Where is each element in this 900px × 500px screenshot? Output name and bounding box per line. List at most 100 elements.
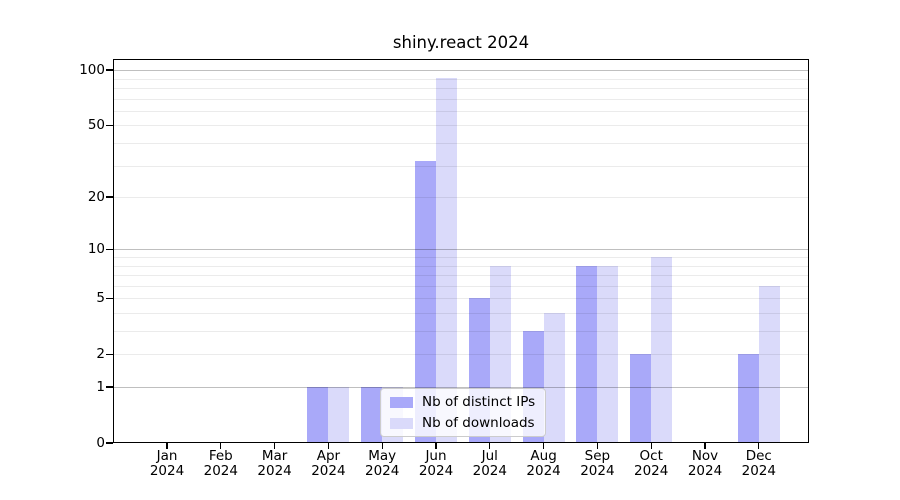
y-tick-mark <box>106 386 113 388</box>
x-tick-month: Jul <box>481 448 498 464</box>
x-tick-mark <box>704 443 706 449</box>
x-tick-mark <box>327 443 330 449</box>
x-tick-label: Jul 2024 <box>458 449 522 479</box>
minor-gridline <box>113 110 809 112</box>
y-tick-label: 10 <box>87 241 105 258</box>
minor-gridline <box>113 78 809 80</box>
bar-nb-of-distinct-ips-oct <box>630 354 652 443</box>
x-tick-mark <box>596 443 599 449</box>
major-gridline <box>113 249 809 251</box>
legend: Nb of distinct IPs Nb of downloads <box>380 388 546 437</box>
legend-swatch-downloads <box>390 417 413 429</box>
x-tick-label: Feb 2024 <box>189 449 253 479</box>
x-tick-year: 2024 <box>526 463 561 479</box>
x-tick-month: Apr <box>316 448 341 464</box>
x-tick-month: Aug <box>530 448 557 464</box>
x-tick-year: 2024 <box>418 463 454 479</box>
x-tick-mark <box>435 443 437 449</box>
x-tick-month: Dec <box>745 448 772 464</box>
x-tick-year: 2024 <box>472 463 507 479</box>
legend-label-distinct-ips: Nb of distinct IPs <box>422 394 536 410</box>
legend-swatch-distinct-ips <box>390 396 413 408</box>
bar-nb-of-distinct-ips-apr <box>307 387 329 443</box>
y-tick-label: 100 <box>79 62 105 79</box>
x-tick-label: Mar 2024 <box>243 449 307 479</box>
minor-gridline <box>113 331 809 332</box>
bar-nb-of-distinct-ips-sep <box>576 265 598 443</box>
x-tick-label: Jun 2024 <box>404 449 468 479</box>
x-tick-mark <box>220 443 222 449</box>
bar-nb-of-downloads-oct <box>651 257 673 443</box>
x-tick-label: Apr 2024 <box>296 449 360 479</box>
x-tick-month: Jun <box>425 448 447 464</box>
minor-gridline <box>113 87 809 89</box>
x-tick-mark <box>166 443 168 449</box>
x-tick-label: Jan 2024 <box>135 449 199 479</box>
x-tick-mark <box>650 443 652 449</box>
x-tick-mark <box>381 443 383 449</box>
legend-item-downloads: Nb of downloads <box>390 415 545 431</box>
major-gridline <box>113 387 809 388</box>
minor-gridline <box>113 197 809 198</box>
y-tick-mark <box>106 442 113 444</box>
x-tick-month: Jan <box>156 448 178 464</box>
x-tick-year: 2024 <box>149 463 185 479</box>
bar-nb-of-downloads-apr <box>328 387 350 443</box>
y-tick-label: 0 <box>96 435 105 451</box>
x-tick-year: 2024 <box>741 463 776 479</box>
x-tick-label: Aug 2024 <box>512 449 576 479</box>
minor-gridline <box>113 98 809 100</box>
minor-gridline <box>113 285 809 287</box>
y-tick-label: 2 <box>96 346 105 363</box>
x-tick-mark <box>542 443 545 449</box>
minor-gridline <box>113 142 809 144</box>
x-tick-year: 2024 <box>687 463 723 479</box>
x-tick-month: Sep <box>584 448 611 464</box>
x-tick-month: May <box>368 448 397 464</box>
plot-border <box>113 59 809 443</box>
x-tick-mark <box>758 443 760 449</box>
minor-gridline <box>113 313 809 314</box>
x-tick-month: Feb <box>208 448 233 464</box>
minor-gridline <box>113 265 809 267</box>
y-tick-label: 50 <box>87 117 105 134</box>
x-tick-year: 2024 <box>257 463 292 479</box>
minor-gridline <box>113 165 809 167</box>
plot-area <box>113 59 809 443</box>
x-tick-year: 2024 <box>634 463 669 479</box>
x-tick-label: Dec 2024 <box>727 449 791 479</box>
x-tick-year: 2024 <box>311 463 346 479</box>
x-tick-label: Oct 2024 <box>619 449 683 479</box>
y-tick-mark <box>106 124 113 126</box>
bar-nb-of-distinct-ips-dec <box>737 354 759 443</box>
minor-gridline <box>113 257 809 258</box>
x-tick-mark <box>489 443 491 449</box>
bar-nb-of-downloads-dec <box>758 285 780 443</box>
x-tick-year: 2024 <box>365 463 400 479</box>
bar-nb-of-distinct-ips-jun <box>415 160 436 443</box>
bar-nb-of-distinct-ips-may <box>361 387 383 443</box>
bar-nb-of-downloads-aug <box>543 313 565 443</box>
x-tick-month: Mar <box>261 448 288 464</box>
y-tick-label: 5 <box>96 290 105 307</box>
chart-title: shiny.react 2024 <box>392 33 530 52</box>
x-tick-month: Nov <box>691 448 719 464</box>
x-tick-label: Nov 2024 <box>673 449 737 479</box>
x-tick-mark <box>273 443 276 449</box>
y-tick-label: 1 <box>96 379 105 395</box>
bar-nb-of-downloads-sep <box>597 265 619 443</box>
x-tick-label: Sep 2024 <box>565 449 629 479</box>
bar-nb-of-downloads-jun <box>436 77 457 443</box>
legend-label-downloads: Nb of downloads <box>422 415 535 431</box>
y-tick-mark <box>106 353 113 355</box>
x-tick-year: 2024 <box>203 463 238 479</box>
y-tick-mark <box>106 69 113 71</box>
y-tick-mark <box>106 297 113 299</box>
x-tick-label: May 2024 <box>350 449 414 479</box>
x-tick-month: Oct <box>639 448 663 464</box>
minor-gridline <box>113 125 809 127</box>
y-tick-mark <box>106 248 113 250</box>
minor-gridline <box>113 275 809 276</box>
minor-gridline <box>113 298 809 300</box>
